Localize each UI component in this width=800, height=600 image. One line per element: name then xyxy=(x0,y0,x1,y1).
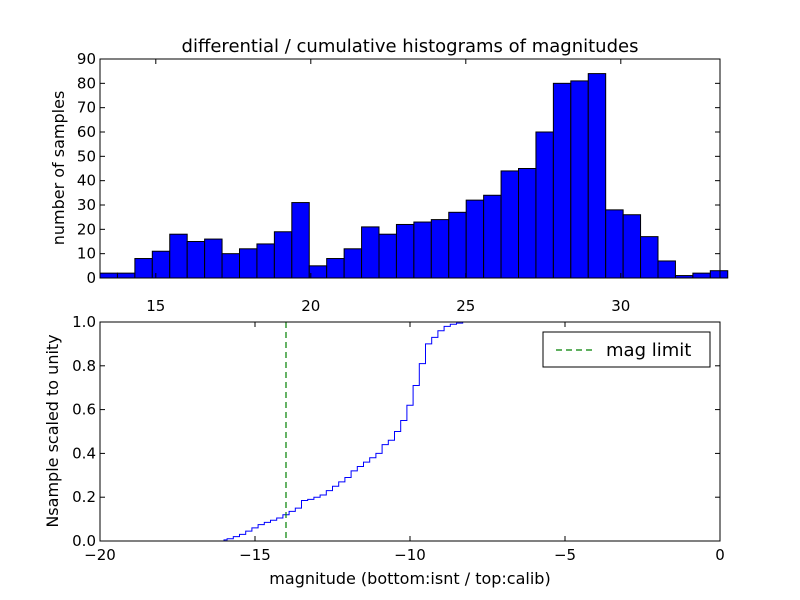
x-tick-label: 30 xyxy=(611,297,630,315)
histogram-bar xyxy=(692,272,711,279)
histogram-bar xyxy=(413,221,432,279)
histogram-bar xyxy=(239,248,258,279)
bottom-x-ticks: −20 −15 −10 −5 0 xyxy=(84,322,725,564)
y-tick-label: 0 xyxy=(86,269,96,287)
histogram-bar xyxy=(430,219,450,279)
y-tick-label: 10 xyxy=(77,245,96,263)
histogram-panel: differential / cumulative histograms of … xyxy=(49,36,729,315)
histogram-bars xyxy=(99,73,729,279)
histogram-bar xyxy=(116,272,136,279)
histogram-bar xyxy=(326,258,345,279)
y-tick-label: 80 xyxy=(77,74,96,92)
histogram-bar xyxy=(535,131,554,279)
top-x-ticks: 15 20 25 30 xyxy=(146,59,630,315)
legend: mag limit xyxy=(542,331,711,368)
histogram-bar xyxy=(587,73,607,279)
histogram-bar xyxy=(308,265,328,279)
y-tick-label: 1.0 xyxy=(72,313,96,331)
histogram-bar xyxy=(273,231,293,279)
bottom-y-ticks: 0.0 0.2 0.4 0.6 0.8 1.0 xyxy=(72,313,720,550)
y-tick-label: 50 xyxy=(77,147,96,165)
histogram-bar xyxy=(640,236,659,279)
y-tick-label: 0.2 xyxy=(72,488,96,506)
histogram-bar xyxy=(552,82,572,279)
histogram-bar xyxy=(99,272,118,279)
cumulative-step-line xyxy=(100,321,719,542)
histogram-bar xyxy=(605,209,624,279)
histogram-bar xyxy=(151,250,171,279)
cumulative-series xyxy=(100,321,719,542)
y-tick-label: 90 xyxy=(77,50,96,68)
histogram-bar xyxy=(134,258,153,279)
top-y-axis-label: number of samples xyxy=(49,91,68,246)
histogram-bar xyxy=(291,202,310,279)
y-tick-label: 30 xyxy=(77,196,96,214)
histogram-bar xyxy=(657,260,676,279)
histogram-bar xyxy=(204,238,223,279)
y-tick-label: 70 xyxy=(77,99,96,117)
x-tick-label: −5 xyxy=(554,546,576,564)
y-tick-label: 0.4 xyxy=(72,444,96,462)
y-tick-label: 0.6 xyxy=(72,401,96,419)
bottom-x-axis-label: magnitude (bottom:isnt / top:calib) xyxy=(269,569,550,588)
y-tick-label: 60 xyxy=(77,123,96,141)
histogram-bar xyxy=(395,223,415,279)
x-tick-label: −20 xyxy=(84,546,116,564)
top-axes-frame xyxy=(99,58,721,279)
x-tick-label: 15 xyxy=(146,297,165,315)
histogram-bar xyxy=(378,233,397,279)
x-tick-label: 20 xyxy=(301,297,320,315)
y-tick-label: 40 xyxy=(77,172,96,190)
histogram-bar xyxy=(518,168,537,279)
histogram-bar xyxy=(169,233,188,279)
histogram-bar xyxy=(448,211,467,279)
histogram-bar xyxy=(256,243,275,279)
histogram-bar xyxy=(709,270,729,279)
top-y-ticks: 0 10 20 30 40 50 60 70 80 90 xyxy=(77,50,720,287)
cumulative-panel: 0.0 0.2 0.4 0.6 0.8 1.0 −20 −15 −10 −5 0 Nsample … xyxy=(43,313,725,588)
y-tick-label: 20 xyxy=(77,220,96,238)
histogram-bar xyxy=(500,170,519,279)
bottom-y-axis-label: Nsample scaled to unity xyxy=(43,334,62,527)
histogram-bar xyxy=(465,199,485,279)
histogram-bar xyxy=(221,253,240,279)
histogram-bar xyxy=(361,226,380,279)
histogram-bar xyxy=(483,194,502,279)
x-tick-label: −10 xyxy=(394,546,426,564)
x-tick-label: 0 xyxy=(715,546,725,564)
x-tick-label: 25 xyxy=(456,297,475,315)
legend-mag-limit-label: mag limit xyxy=(606,340,691,361)
histogram-bar xyxy=(343,248,363,279)
histogram-bar xyxy=(570,80,589,279)
histogram-bar xyxy=(186,241,206,279)
histogram-bar xyxy=(622,214,642,279)
y-tick-label: 0.8 xyxy=(72,357,96,375)
y-tick-label: 0.0 xyxy=(72,532,96,550)
chart-title: differential / cumulative histograms of … xyxy=(182,36,639,57)
x-tick-label: −15 xyxy=(239,546,271,564)
